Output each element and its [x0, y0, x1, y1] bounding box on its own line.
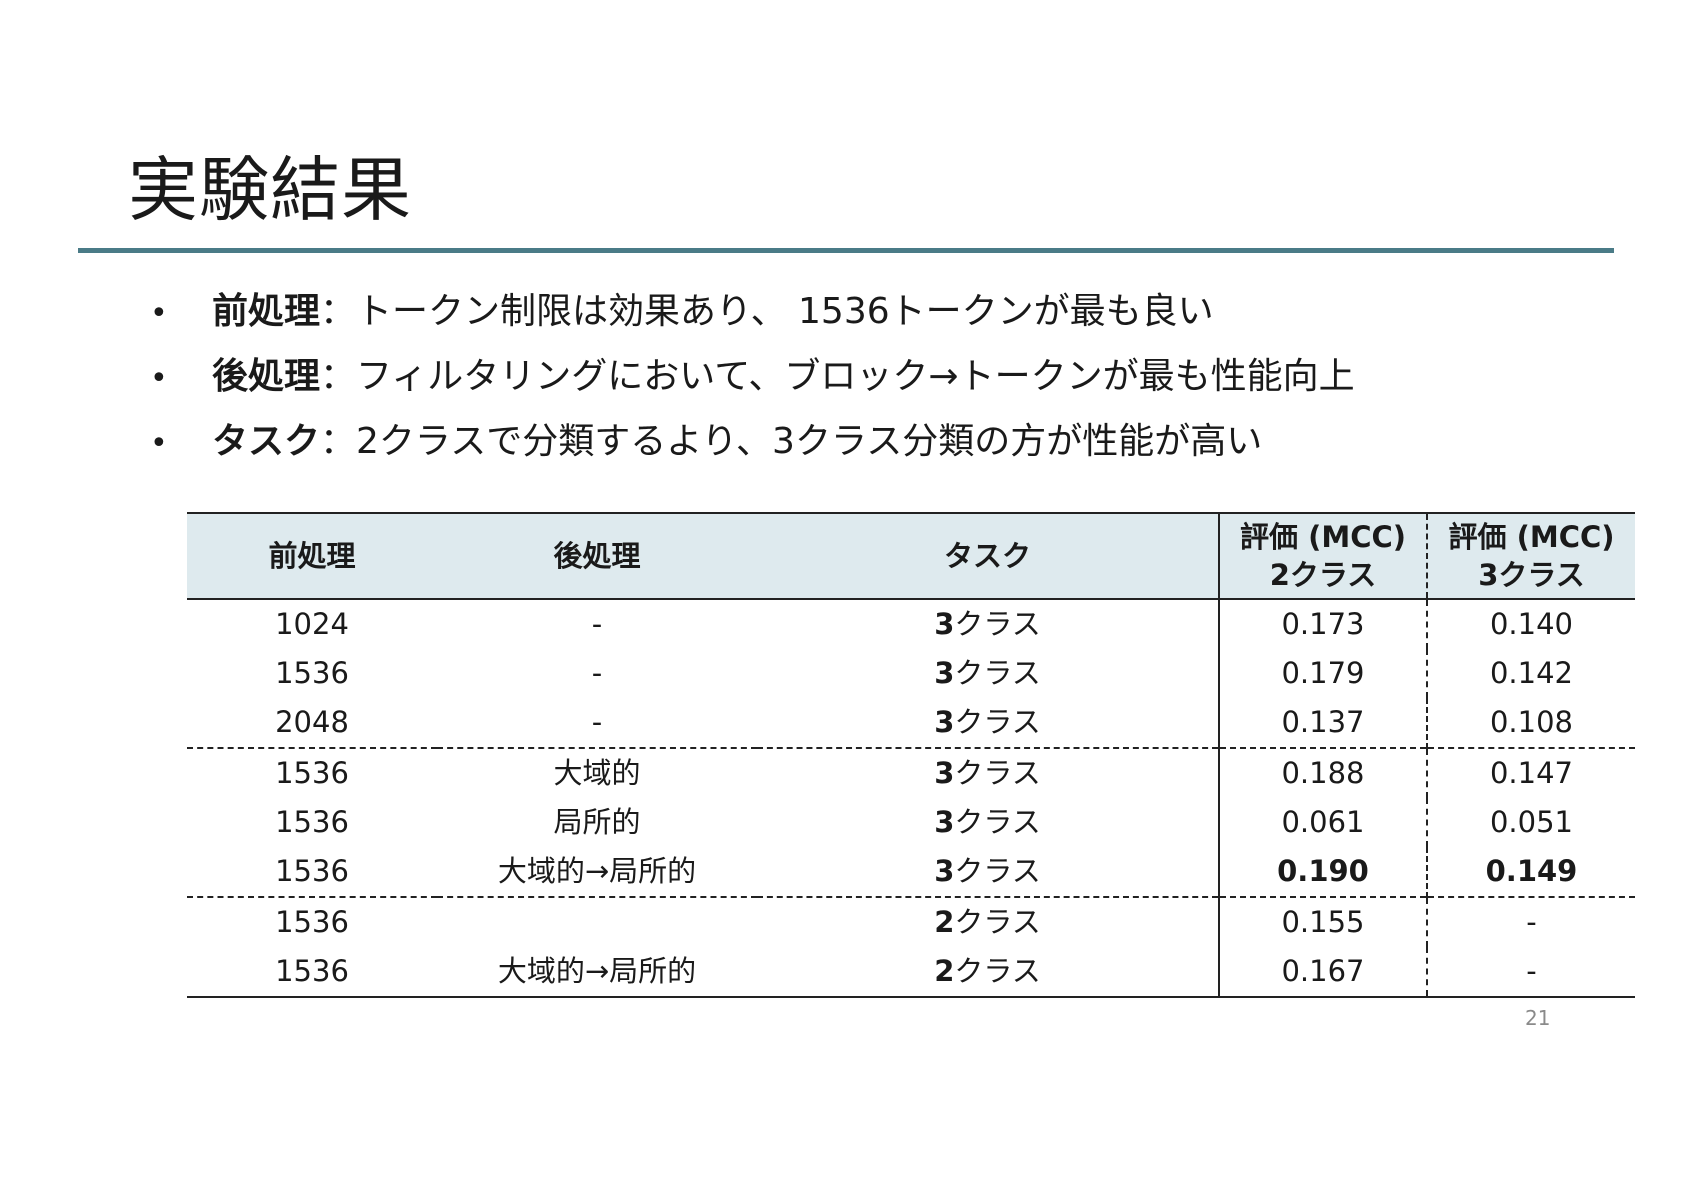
cell-preprocess: 1536 — [187, 896, 437, 947]
task-class-suffix: クラス — [954, 805, 1041, 839]
table-row: 2048 - 3クラス 0.137 0.108 — [187, 698, 1635, 748]
task-class-suffix: クラス — [954, 705, 1041, 739]
table-row: 1024 - 3クラス 0.173 0.140 — [187, 599, 1635, 649]
header-task: タスク — [943, 539, 1031, 573]
task-class-count: 3 — [934, 705, 955, 739]
cell-task: 3クラス — [757, 599, 1219, 649]
cell-postprocess: 大域的 — [437, 747, 757, 798]
header-postprocess: 後処理 — [553, 539, 641, 573]
cell-mcc-3class: 0.051 — [1426, 798, 1635, 847]
cell-preprocess: 1536 — [187, 747, 437, 798]
cell-preprocess: 1536 — [275, 854, 349, 888]
cell-task: 3クラス — [757, 798, 1219, 847]
cell-task: 3クラス — [757, 698, 1219, 748]
task-class-suffix: クラス — [954, 756, 1041, 790]
bullet-text: ：2クラスで分類するより、3クラス分類の方が性能が高い — [320, 421, 1263, 462]
task-class-suffix: クラス — [954, 854, 1041, 888]
cell-mcc-3class: 0.147 — [1426, 747, 1635, 798]
task-class-suffix: クラス — [954, 954, 1041, 988]
cell-mcc-3class-best: 0.149 — [1426, 847, 1635, 897]
bullet-text: ：フィルタリングにおいて、ブロック→トークンが最も性能向上 — [320, 356, 1355, 397]
bullet-dot-icon: • — [150, 361, 168, 396]
task-class-count: 3 — [934, 805, 955, 839]
task-class-count: 2 — [934, 905, 955, 939]
task-class-count: 3 — [934, 656, 955, 690]
bullet-dot-icon: • — [150, 426, 168, 461]
header-mcc-3class-line2: 3クラス — [1478, 558, 1585, 592]
cell-postprocess: 大域的→局所的 — [497, 854, 697, 888]
cell-mcc-3class: - — [1426, 947, 1635, 998]
bullet-label: タスク — [212, 421, 321, 462]
header-mcc-2class-line2: 2クラス — [1269, 558, 1377, 592]
cell-task: 2クラス — [757, 896, 1219, 947]
task-class-count: 3 — [934, 756, 955, 790]
cell-postprocess: - — [591, 607, 603, 641]
header-mcc-3class: 評価 (MCC) 3クラス — [1426, 513, 1635, 599]
cell-postprocess: - — [591, 705, 603, 739]
task-class-count: 2 — [934, 954, 955, 988]
task-class-suffix: クラス — [954, 905, 1041, 939]
cell-task: 3クラス — [757, 747, 1219, 798]
slide-title: 実験結果 — [128, 149, 412, 231]
task-class-count: 3 — [934, 607, 955, 641]
cell-mcc-3class: 0.108 — [1426, 698, 1635, 748]
bullet-label: 後処理 — [212, 356, 321, 397]
page-number: 21 — [1525, 1006, 1551, 1030]
bullet-item-preprocess: • 前処理：トークン制限は効果あり、 1536トークンが最も良い — [150, 290, 1214, 336]
cell-mcc-2class: 0.061 — [1218, 798, 1427, 847]
header-mcc-2class: 評価 (MCC) 2クラス — [1218, 513, 1427, 599]
cell-task: 3クラス — [757, 847, 1219, 897]
header-preprocess: 前処理 — [268, 539, 356, 573]
cell-preprocess: 1536 — [275, 805, 349, 839]
bullet-label: 前処理 — [212, 291, 321, 332]
cell-postprocess: 大域的→局所的 — [437, 947, 757, 998]
task-class-suffix: クラス — [954, 656, 1041, 690]
cell-mcc-2class-best: 0.190 — [1218, 847, 1427, 897]
bullet-item-postprocess: • 後処理：フィルタリングにおいて、ブロック→トークンが最も性能向上 — [150, 355, 1355, 401]
cell-preprocess: 1536 — [187, 947, 437, 998]
table-row: 1536 大域的→局所的 3クラス 0.190 0.149 — [187, 847, 1635, 897]
table-header-row: 前処理 後処理 タスク 評価 (MCC) 2クラス 評価 (MCC) 3クラス — [187, 513, 1635, 599]
results-table: 前処理 後処理 タスク 評価 (MCC) 2クラス 評価 (MCC) 3クラス … — [187, 512, 1635, 998]
table-row: 1536 2クラス 0.155 - — [187, 896, 1635, 947]
task-class-suffix: クラス — [954, 607, 1041, 641]
task-class-count: 3 — [934, 854, 955, 888]
cell-task: 2クラス — [757, 947, 1219, 998]
cell-mcc-2class: 0.179 — [1218, 649, 1427, 698]
title-divider — [78, 248, 1614, 253]
cell-preprocess: 1024 — [275, 607, 349, 641]
cell-preprocess: 2048 — [275, 705, 349, 739]
cell-postprocess: 局所的 — [553, 805, 641, 839]
bullet-item-task: • タスク：2クラスで分類するより、3クラス分類の方が性能が高い — [150, 420, 1262, 466]
cell-mcc-2class: 0.167 — [1218, 947, 1427, 998]
cell-mcc-2class: 0.155 — [1218, 896, 1427, 947]
cell-preprocess: 1536 — [275, 656, 349, 690]
header-mcc-2class-line1: 評価 (MCC) — [1239, 520, 1407, 554]
cell-mcc-3class: - — [1426, 896, 1635, 947]
cell-postprocess: - — [591, 656, 603, 690]
cell-mcc-3class: 0.142 — [1426, 649, 1635, 698]
cell-mcc-2class: 0.173 — [1218, 599, 1427, 649]
cell-mcc-2class: 0.188 — [1218, 747, 1427, 798]
table-row: 1536 大域的 3クラス 0.188 0.147 — [187, 747, 1635, 798]
cell-mcc-3class: 0.140 — [1426, 599, 1635, 649]
bullet-dot-icon: • — [150, 296, 168, 331]
table-row: 1536 大域的→局所的 2クラス 0.167 - — [187, 947, 1635, 998]
cell-mcc-2class: 0.137 — [1218, 698, 1427, 748]
header-mcc-3class-line1: 評価 (MCC) — [1448, 520, 1615, 554]
table-row: 1536 局所的 3クラス 0.061 0.051 — [187, 798, 1635, 847]
bullet-text: ：トークン制限は効果あり、 1536トークンが最も良い — [320, 291, 1214, 332]
cell-task: 3クラス — [757, 649, 1219, 698]
table-row: 1536 - 3クラス 0.179 0.142 — [187, 649, 1635, 698]
cell-postprocess — [437, 896, 757, 947]
